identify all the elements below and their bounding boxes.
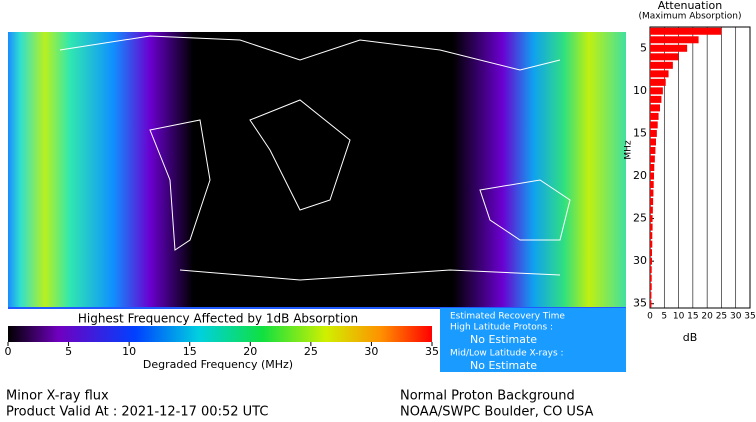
low-lat-label: Mid/Low Latitude X-rays : (450, 349, 564, 359)
colorbar-tick-label: 15 (183, 345, 197, 358)
bar (650, 257, 652, 265)
bar (650, 189, 654, 197)
x-axis-label: dB (683, 331, 698, 344)
high-lat-label: High Latitude Protons : (450, 323, 553, 333)
bar (650, 172, 654, 180)
bar (650, 215, 653, 223)
bar (650, 155, 655, 163)
bar (650, 181, 654, 189)
bar (650, 300, 652, 308)
low-lat-value: No Estimate (470, 359, 537, 372)
x-tick-label: 15 (687, 312, 698, 322)
x-tick-label: 20 (701, 312, 713, 322)
y-tick-label: 15 (633, 126, 647, 139)
bar (650, 129, 657, 137)
bar (650, 291, 652, 299)
x-tick-label: 5 (661, 312, 667, 322)
bar (650, 104, 660, 112)
bar (650, 283, 652, 291)
recovery-box (440, 308, 626, 372)
x-tick-label: 25 (716, 312, 727, 322)
high-lat-value: No Estimate (470, 333, 537, 346)
bar (650, 138, 656, 146)
y-tick-label: 10 (633, 84, 647, 97)
bar (650, 232, 653, 240)
colorbar-tick-label: 10 (122, 345, 136, 358)
recovery-title: Estimated Recovery Time (450, 312, 565, 322)
colorbar-tick-label: 35 (425, 345, 439, 358)
bar (650, 121, 658, 129)
y-axis-label: MHz (624, 140, 634, 160)
bar (650, 112, 659, 120)
bar (650, 249, 652, 257)
y-tick-label: 30 (633, 254, 647, 267)
x-tick-label: 30 (730, 312, 742, 322)
colorbar-tick-label: 5 (65, 345, 72, 358)
chart-subtitle: (Maximum Absorption) (639, 12, 742, 22)
coastlines (59, 35, 571, 281)
bar (650, 198, 654, 206)
bar (650, 240, 653, 248)
bar (650, 61, 673, 69)
absorption-map (8, 32, 626, 308)
y-tick-label: 25 (633, 212, 647, 225)
xray-status: Minor X-ray flux (6, 389, 109, 404)
colorbar-tick-label: 30 (364, 345, 378, 358)
x-tick-label: 35 (744, 312, 755, 322)
colorbar-title: Highest Frequency Affected by 1dB Absorp… (78, 312, 358, 326)
x-tick-label: 0 (647, 312, 653, 322)
y-tick-label: 35 (633, 297, 647, 310)
bar (650, 27, 722, 35)
colorbar-tick-label: 0 (5, 345, 12, 358)
bar (650, 223, 653, 231)
bar (650, 44, 688, 52)
colorbar-tick-label: 25 (304, 345, 318, 358)
bar (650, 78, 666, 86)
chart-title: Attenuation (658, 0, 723, 12)
valid-time: Product Valid At : 2021-12-17 00:52 UTC (6, 405, 268, 420)
bar (650, 95, 662, 103)
y-tick-label: 5 (640, 41, 647, 54)
bar (650, 274, 652, 282)
bar (650, 206, 653, 214)
colorbar-tick-label: 20 (243, 345, 257, 358)
source: NOAA/SWPC Boulder, CO USA (400, 405, 593, 420)
bar (650, 266, 652, 274)
x-tick-label: 10 (673, 312, 685, 322)
colorbar (8, 326, 432, 342)
plot-frame (649, 26, 751, 309)
bar (650, 53, 679, 61)
bar (650, 36, 699, 44)
colorbar-label: Degraded Frequency (MHz) (143, 358, 293, 371)
proton-status: Normal Proton Background (400, 389, 575, 404)
bar (650, 146, 656, 154)
bar (650, 87, 663, 95)
bar (650, 70, 669, 78)
bar (650, 164, 655, 171)
y-tick-label: 20 (633, 169, 647, 182)
